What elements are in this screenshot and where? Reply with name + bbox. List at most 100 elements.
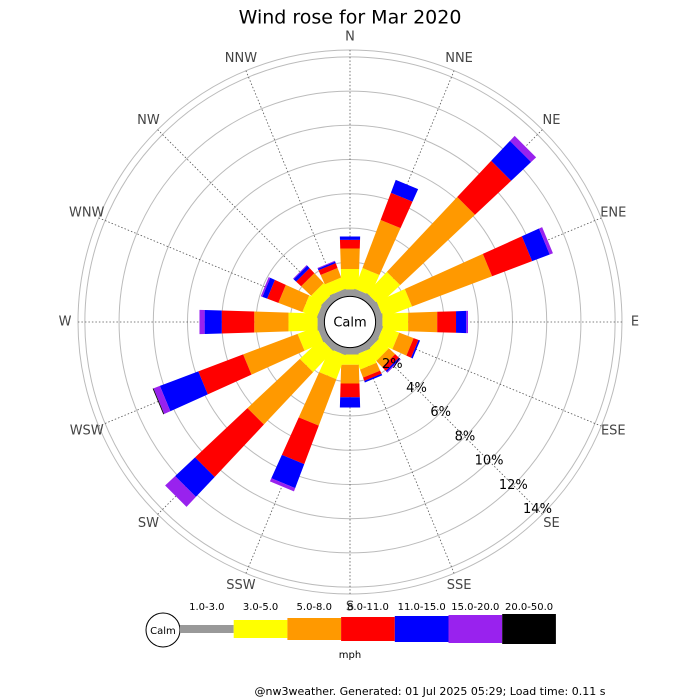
wind-bar (339, 239, 361, 249)
direction-label: SSW (226, 578, 256, 593)
wind-bar (293, 265, 310, 282)
wind-bar (262, 277, 275, 299)
wind-bar (491, 140, 532, 181)
direction-label: NE (543, 113, 561, 128)
wind-bar (318, 263, 338, 275)
wind-bar (456, 310, 467, 334)
wind-bar (267, 279, 286, 303)
wind-bar (408, 311, 438, 333)
wind-bar (376, 348, 396, 368)
legend-swatch (448, 615, 503, 643)
wind-bar (482, 236, 533, 277)
wind-bar (406, 338, 419, 358)
ring-label: 4% (406, 381, 427, 396)
legend-label: 5.0-8.0 (297, 602, 332, 613)
chart-title: Wind rose for Mar 2020 (239, 7, 462, 29)
direction-label: WSW (70, 424, 104, 439)
wind-bar (301, 273, 324, 296)
calm-label: Calm (333, 316, 366, 331)
direction-label: SSE (447, 578, 472, 593)
legend-swatch (180, 625, 234, 633)
wind-bar (340, 269, 360, 290)
wind-bar (152, 388, 165, 415)
wind-bar (324, 277, 346, 296)
wind-bar (159, 371, 208, 412)
wind-bar (340, 248, 360, 270)
legend-swatch (341, 617, 395, 641)
wind-bar (339, 397, 361, 408)
legend-swatch (233, 620, 288, 638)
wind-bar (320, 267, 342, 285)
wind-bar (392, 332, 414, 356)
wind-bar (376, 289, 413, 318)
legend-swatch (287, 618, 342, 640)
direction-label: E (631, 315, 639, 330)
wind-bar (521, 228, 550, 262)
wind-bar (382, 354, 399, 371)
ring-label: 2% (382, 357, 403, 372)
ring-label: 6% (430, 405, 451, 420)
legend-label: 15.0-20.0 (451, 602, 499, 613)
legend-label: 1.0-3.0 (189, 602, 224, 613)
wind-bar (198, 354, 252, 395)
ring-label: 12% (499, 478, 528, 493)
wind-bar (288, 312, 318, 332)
wind-bar (271, 454, 305, 489)
wind-bar (247, 358, 314, 425)
wind-bar (509, 135, 537, 163)
wind-bar (366, 271, 401, 306)
wind-bar (204, 309, 222, 335)
wind-bar (382, 312, 409, 332)
wind-bar (221, 310, 255, 334)
direction-label: N (345, 30, 355, 45)
spoke (157, 129, 333, 305)
direction-label: WNW (69, 205, 105, 220)
wind-bar (319, 348, 346, 380)
direction-label: W (59, 315, 72, 330)
spoke (359, 345, 455, 574)
wind-bar (317, 261, 336, 271)
wind-bar (298, 372, 337, 426)
wind-bar (199, 309, 205, 335)
wind-bar (243, 333, 305, 375)
wind-bar (386, 358, 401, 373)
wind-bar (292, 264, 308, 280)
legend-label: 20.0-50.0 (505, 602, 553, 613)
wind-bar (254, 311, 289, 333)
legend-swatch (502, 614, 556, 644)
wind-bar (341, 354, 359, 365)
wind-bar (362, 219, 401, 275)
ring (118, 90, 582, 554)
spoke (373, 331, 602, 427)
legend-calm-label: Calm (150, 626, 176, 637)
spoke (245, 70, 341, 299)
ring-label: 8% (455, 429, 476, 444)
wind-bar (457, 160, 512, 215)
legend-swatch (394, 616, 449, 642)
wind-bar (281, 417, 319, 465)
wind-bar (297, 326, 324, 351)
direction-label: SW (138, 516, 159, 531)
legend-label: 11.0-15.0 (398, 602, 446, 613)
wind-bar (340, 383, 360, 398)
wind-bar (539, 227, 553, 255)
wind-bar (466, 310, 468, 334)
wind-bar (437, 311, 457, 333)
wind-bar (153, 385, 171, 415)
wind-bar (260, 277, 271, 297)
wind-bar (363, 370, 382, 381)
direction-label: NNE (445, 51, 473, 66)
wind-bar (329, 288, 348, 302)
footer: @nw3weather. Generated: 01 Jul 2025 05:2… (255, 685, 606, 698)
wind-bar (278, 284, 310, 312)
ring-label: 14% (523, 502, 552, 517)
wind-bar (411, 339, 421, 359)
calm-circle (323, 295, 377, 349)
wind-bar (269, 478, 296, 492)
wind-bar (317, 260, 336, 269)
wind-bar (296, 268, 315, 287)
wind-bar (175, 457, 215, 497)
wind-bar (360, 362, 381, 378)
wind-bar (340, 364, 360, 384)
